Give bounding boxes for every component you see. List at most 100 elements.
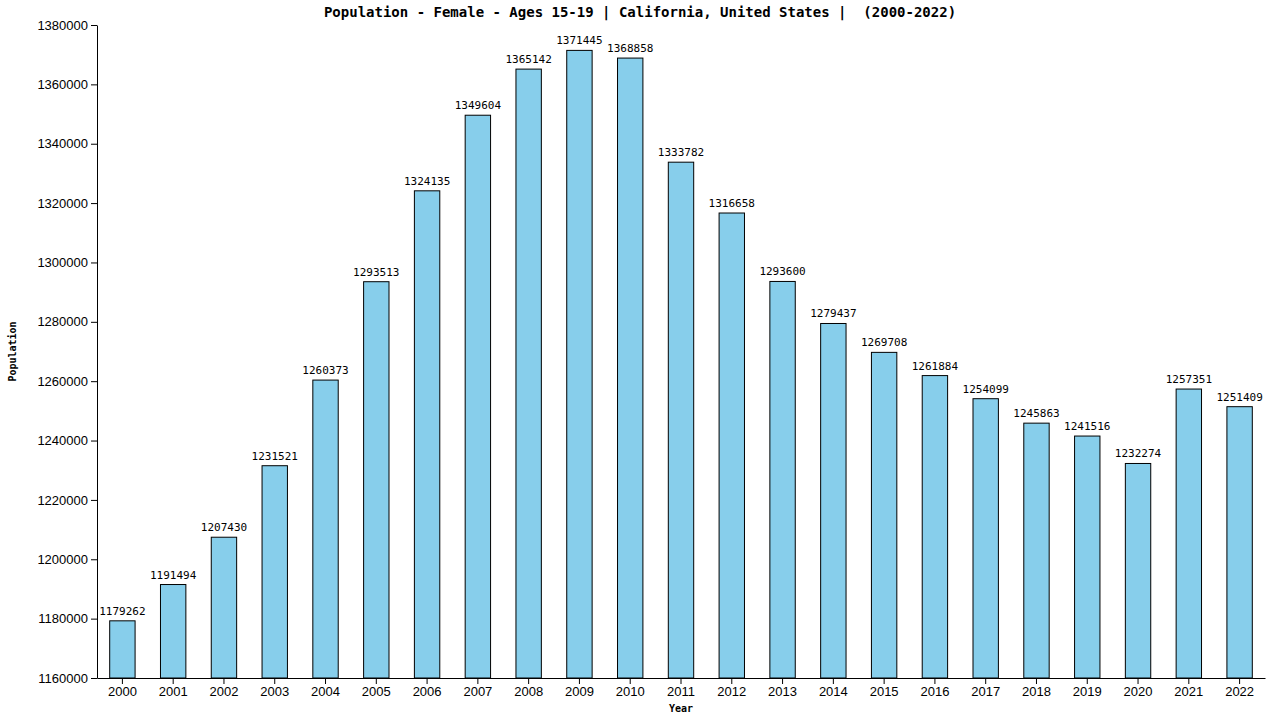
- x-tick-label: 2015: [870, 684, 899, 699]
- x-tick-mark: [782, 678, 783, 684]
- x-tick-label: 2021: [1174, 684, 1203, 699]
- x-tick: 2004: [311, 678, 340, 699]
- x-tick-label: 2016: [920, 684, 949, 699]
- x-tick-label: 2009: [565, 684, 594, 699]
- x-tick-label: 2002: [209, 684, 238, 699]
- data-label: 1293600: [759, 265, 805, 278]
- chart: Population - Female - Ages 15-19 | Calif…: [0, 0, 1280, 720]
- y-tick-mark: [91, 559, 97, 560]
- y-tick-label: 1240000: [37, 433, 88, 448]
- bar: [1176, 389, 1201, 678]
- x-tick: 2009: [565, 678, 594, 699]
- x-tick-mark: [1239, 678, 1240, 684]
- bar: [922, 376, 947, 678]
- y-tick-label: 1300000: [37, 255, 88, 270]
- data-label: 1261884: [912, 360, 959, 373]
- y-tick-label: 1340000: [37, 136, 88, 151]
- x-tick: 2017: [971, 678, 1000, 699]
- data-label: 1241516: [1064, 420, 1110, 433]
- y-tick: 1360000: [37, 77, 97, 92]
- x-tick: 2020: [1124, 678, 1153, 699]
- bar: [1024, 423, 1049, 678]
- bar: [465, 115, 490, 678]
- y-tick: 1300000: [37, 255, 97, 270]
- data-label: 1179262: [99, 605, 145, 618]
- y-tick: 1280000: [37, 314, 97, 329]
- y-tick: 1200000: [37, 552, 97, 567]
- x-tick-mark: [579, 678, 580, 684]
- x-tick: 2013: [768, 678, 797, 699]
- data-label: 1269708: [861, 336, 907, 349]
- x-tick-mark: [681, 678, 682, 684]
- y-tick-label: 1280000: [37, 314, 88, 329]
- x-tick-mark: [376, 678, 377, 684]
- bar: [262, 466, 287, 678]
- x-tick-mark: [325, 678, 326, 684]
- y-tick-mark: [91, 84, 97, 85]
- x-tick: 2022: [1225, 678, 1254, 699]
- data-label: 1257351: [1166, 373, 1212, 386]
- y-tick-mark: [91, 381, 97, 382]
- x-tick-mark: [833, 678, 834, 684]
- y-tick-mark: [91, 619, 97, 620]
- data-label: 1324135: [404, 175, 450, 188]
- y-tick: 1240000: [37, 433, 97, 448]
- data-label: 1365142: [505, 53, 551, 66]
- data-label: 1368858: [607, 42, 653, 55]
- x-tick: 2006: [413, 678, 442, 699]
- x-tick-label: 2010: [616, 684, 645, 699]
- x-tick-label: 2005: [362, 684, 391, 699]
- y-tick-label: 1180000: [38, 611, 88, 626]
- x-tick-label: 2022: [1225, 684, 1254, 699]
- y-tick-mark: [91, 203, 97, 204]
- x-tick: 2014: [819, 678, 848, 699]
- y-tick-label: 1220000: [37, 493, 88, 508]
- x-tick: 2018: [1022, 678, 1051, 699]
- bar: [1075, 436, 1100, 678]
- x-tick: 2008: [514, 678, 543, 699]
- y-tick-mark: [91, 441, 97, 442]
- x-tick-mark: [884, 678, 885, 684]
- data-label: 1191494: [150, 569, 197, 582]
- bars: [110, 50, 1253, 678]
- y-tick-label: 1160000: [38, 671, 88, 686]
- bar: [770, 281, 795, 678]
- y-axis-title: Population: [7, 321, 18, 381]
- x-tick-label: 2004: [311, 684, 340, 699]
- y-tick: 1220000: [37, 493, 97, 508]
- y-tick-mark: [91, 322, 97, 323]
- bar: [719, 213, 744, 678]
- data-label: 1231521: [252, 450, 298, 463]
- x-tick-mark: [1138, 678, 1139, 684]
- bar: [516, 69, 541, 678]
- x-tick-mark: [274, 678, 275, 684]
- data-label: 1333782: [658, 146, 704, 159]
- x-tick-mark: [1087, 678, 1088, 684]
- bar: [1125, 463, 1150, 678]
- x-tick-mark: [427, 678, 428, 684]
- y-tick-mark: [91, 500, 97, 501]
- x-tick: 2000: [108, 678, 137, 699]
- x-tick-label: 2000: [108, 684, 137, 699]
- x-tick-mark: [122, 678, 123, 684]
- x-tick-label: 2008: [514, 684, 543, 699]
- x-tick-label: 2012: [717, 684, 746, 699]
- data-label: 1232274: [1115, 447, 1162, 460]
- y-tick-mark: [91, 678, 97, 679]
- y-tick-label: 1200000: [37, 552, 88, 567]
- bar: [211, 537, 236, 678]
- bar: [668, 162, 693, 678]
- y-tick-mark: [91, 25, 97, 26]
- x-tick: 2021: [1174, 678, 1203, 699]
- bar: [160, 585, 185, 678]
- x-tick-label: 2006: [413, 684, 442, 699]
- x-tick: 2015: [870, 678, 899, 699]
- y-axis-line: [97, 26, 98, 679]
- bar: [364, 282, 389, 678]
- data-label: 1316658: [709, 197, 755, 210]
- x-tick-mark: [223, 678, 224, 684]
- bar: [871, 352, 896, 678]
- x-tick-label: 2018: [1022, 684, 1051, 699]
- x-tick: 2002: [209, 678, 238, 699]
- x-axis: 2000200120022003200420052006200720082009…: [98, 678, 1266, 699]
